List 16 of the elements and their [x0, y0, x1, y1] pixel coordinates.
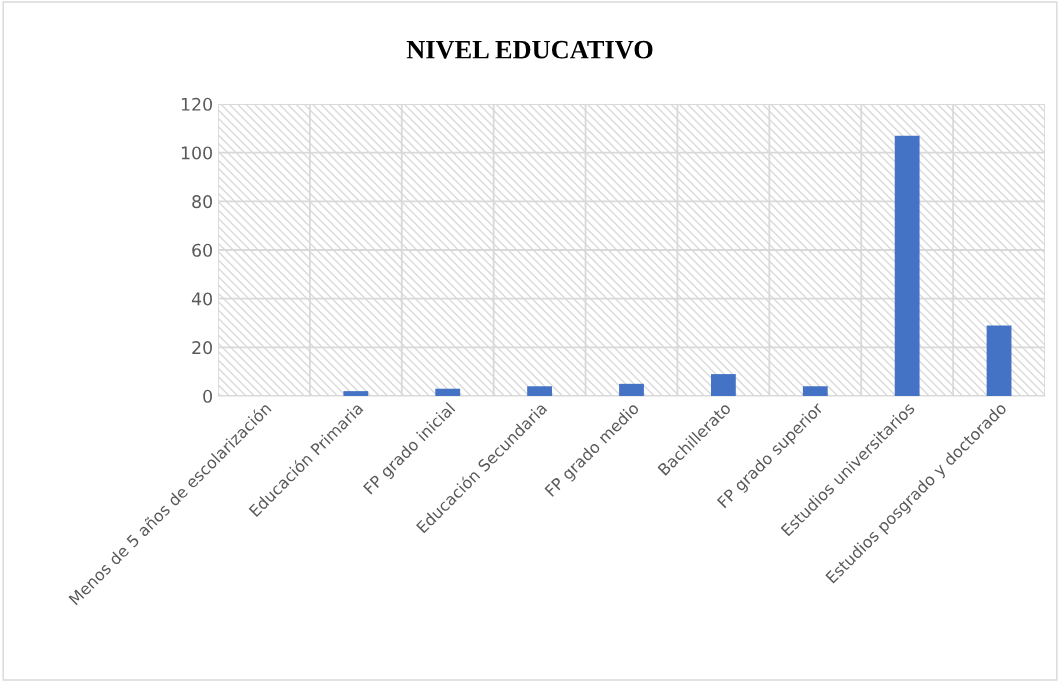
bar	[894, 135, 920, 396]
y-tick-label: 20	[192, 341, 212, 355]
bar	[619, 383, 644, 396]
bar	[527, 386, 553, 396]
y-tick-label: 120	[181, 97, 212, 111]
bar	[343, 391, 369, 396]
chart-title: NIVEL EDUCATIVO	[406, 40, 653, 59]
y-tick-label: 40	[191, 292, 212, 306]
bar	[802, 386, 828, 396]
y-tick-label: 100	[181, 146, 212, 160]
bar	[986, 325, 1012, 396]
y-tick-label: 80	[192, 195, 212, 209]
bar	[435, 388, 461, 396]
bar	[710, 374, 736, 396]
y-tick-label: 60	[192, 243, 212, 257]
y-tick-label: 0	[203, 389, 212, 403]
